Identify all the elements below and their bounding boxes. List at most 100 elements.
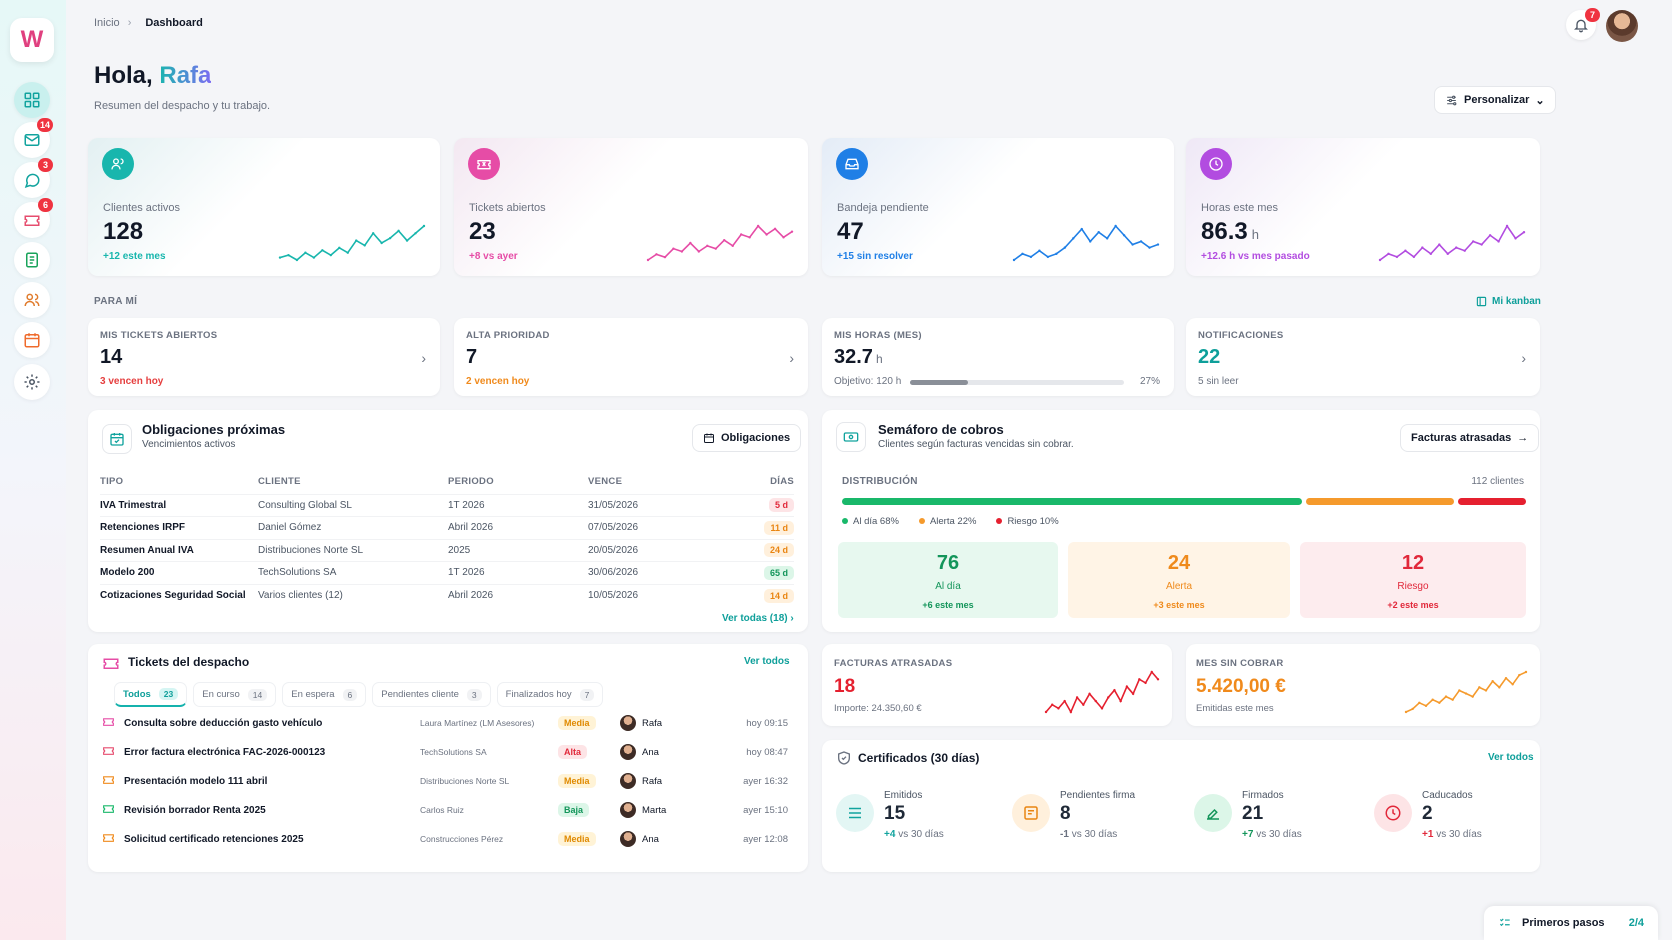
sparkline-point bbox=[697, 250, 701, 253]
ticket-row[interactable]: Revisión borrador Renta 2025 Carlos Ruiz… bbox=[102, 795, 792, 825]
tickets-see-all-link[interactable]: Ver todos bbox=[744, 656, 790, 667]
kpi-card-1[interactable]: Tickets abiertos 23 +8 vs ayer bbox=[454, 138, 808, 276]
sparkline-point bbox=[1119, 699, 1122, 703]
sparkline-point bbox=[1131, 243, 1134, 246]
chevron-right-icon[interactable]: › bbox=[789, 350, 794, 366]
status-box-risk[interactable]: 12 Riesgo +2 este mes bbox=[1300, 542, 1526, 618]
tab-1[interactable]: En curso 14 bbox=[193, 682, 277, 707]
ticket-row[interactable]: Solicitud certificado retenciones 2025 C… bbox=[102, 824, 792, 854]
sparkline-point bbox=[1429, 252, 1433, 256]
notifications-card[interactable]: NOTIFICACIONES 22 5 sin leer › bbox=[1186, 318, 1540, 396]
tab-0[interactable]: Todos 23 bbox=[114, 682, 188, 707]
tickets-badge: 6 bbox=[38, 198, 53, 212]
sparkline-point bbox=[1156, 678, 1160, 681]
nav-calendar-icon[interactable] bbox=[14, 322, 50, 358]
sparkline-point bbox=[1012, 258, 1016, 262]
sparkline-point bbox=[304, 251, 307, 254]
priority-pill: Media bbox=[558, 832, 596, 846]
sparkline-point bbox=[1411, 707, 1414, 711]
sparkline-point bbox=[1113, 688, 1116, 692]
certificates-see-all-link[interactable]: Ver todos bbox=[1488, 752, 1534, 763]
breadcrumb-home[interactable]: Inicio bbox=[94, 17, 120, 29]
table-row[interactable]: Modelo 200 TechSolutions SA 1T 2026 30/0… bbox=[100, 561, 794, 584]
sparkline-point bbox=[1139, 240, 1143, 243]
uncollected-sparkline bbox=[1404, 670, 1528, 714]
tickets-tabs: Todos 23 En curso 14 En espera 6 Pendientes cl… bbox=[114, 682, 604, 707]
first-steps-widget[interactable]: Primeros pasos 2/4 bbox=[1484, 906, 1658, 940]
ticket-icon bbox=[102, 802, 124, 818]
my-open-tickets-card[interactable]: MIS TICKETS ABIERTOS 14 3 vencen hoy › bbox=[88, 318, 440, 396]
overdue-invoices-button[interactable]: Facturas atrasadas → bbox=[1400, 424, 1540, 452]
app-logo[interactable]: W bbox=[10, 18, 54, 62]
sparkline-point bbox=[1144, 681, 1147, 685]
sparkline-point bbox=[1424, 704, 1428, 708]
notifications-bell-icon[interactable]: 7 bbox=[1566, 8, 1600, 40]
uncollected-month-card[interactable]: MES SIN COBRAR 5.420,00 € Emitidas este … bbox=[1186, 644, 1540, 726]
ticket-row[interactable]: Presentación modelo 111 abril Distribuci… bbox=[102, 766, 792, 796]
obligations-button[interactable]: Obligaciones bbox=[692, 424, 802, 452]
ticket-row[interactable]: Consulta sobre deducción gasto vehículo … bbox=[102, 708, 792, 738]
chevron-right-icon[interactable]: › bbox=[1521, 350, 1526, 366]
sparkline-point bbox=[1484, 689, 1488, 692]
sparkline-point bbox=[355, 239, 358, 242]
sliders-icon bbox=[1447, 95, 1457, 105]
page-title: Hola, Rafa bbox=[94, 62, 212, 89]
sparkline-point bbox=[422, 224, 426, 228]
sparkline-path bbox=[1013, 224, 1159, 261]
ticket-icon bbox=[102, 773, 124, 789]
main-content: Inicio › Dashboard 7 Hola, Rafa Resumen de… bbox=[66, 0, 1672, 940]
sparkline-point bbox=[1072, 237, 1075, 240]
assignee: Ana bbox=[620, 744, 720, 760]
assignee: Marta bbox=[620, 802, 720, 818]
certificate-stat-2[interactable]: Firmados 21 +7 vs 30 días bbox=[1194, 790, 1374, 846]
certificate-icon bbox=[1012, 794, 1050, 832]
sparkline-point bbox=[706, 244, 709, 248]
table-row[interactable]: Retenciones IRPF Daniel Gómez Abril 2026… bbox=[100, 516, 794, 539]
nav-mail-icon[interactable]: 14 bbox=[14, 118, 53, 158]
ticket-row[interactable]: Error factura electrónica FAC-2026-00012… bbox=[102, 737, 792, 767]
tab-2[interactable]: En espera 6 bbox=[282, 682, 367, 707]
status-box-alert[interactable]: 24 Alerta +3 este mes bbox=[1068, 542, 1290, 618]
nav-chat-icon[interactable]: 3 bbox=[14, 158, 53, 198]
kpi-icon bbox=[836, 148, 868, 180]
certificate-stat-0[interactable]: Emitidos 15 +4 vs 30 días bbox=[836, 790, 1016, 846]
collections-title: Semáforo de cobros bbox=[878, 422, 1004, 437]
sparkline-point bbox=[1511, 683, 1514, 686]
high-priority-card[interactable]: ALTA PRIORIDAD 7 2 vencen hoy › bbox=[454, 318, 808, 396]
customize-button[interactable]: Personalizar ⌄ bbox=[1434, 86, 1556, 114]
status-box-ok[interactable]: 76 Al día +6 este mes bbox=[838, 542, 1058, 618]
tab-4[interactable]: Finalizados hoy 7 bbox=[496, 682, 604, 707]
tab-3[interactable]: Pendientes cliente 3 bbox=[372, 682, 491, 707]
table-row[interactable]: Resumen Anual IVA Distribuciones Norte S… bbox=[100, 538, 794, 562]
sparkline-point bbox=[1488, 234, 1492, 237]
sparkline-point bbox=[782, 236, 785, 239]
table-row[interactable]: IVA Trimestral Consulting Global SL 1T 2… bbox=[100, 493, 794, 517]
user-avatar[interactable] bbox=[1606, 10, 1638, 42]
table-row[interactable]: Cotizaciones Seguridad Social Varios cli… bbox=[100, 583, 794, 607]
calendar-icon bbox=[704, 433, 714, 443]
sparkline-point bbox=[1463, 249, 1466, 252]
nav-tickets-icon[interactable]: 6 bbox=[14, 198, 53, 238]
kpi-card-2[interactable]: Bandeja pendiente 47 +15 sin resolver bbox=[822, 138, 1174, 276]
assignee-avatar bbox=[620, 773, 636, 789]
nav-dashboard-icon[interactable] bbox=[14, 82, 50, 118]
kpi-card-0[interactable]: Clientes activos 128 +12 este mes bbox=[88, 138, 440, 276]
page-subtitle: Resumen del despacho y tu trabajo. bbox=[94, 100, 271, 112]
nav-clients-icon[interactable] bbox=[14, 282, 50, 318]
chevron-right-icon[interactable]: › bbox=[421, 350, 426, 366]
kpi-sparkline bbox=[646, 224, 794, 262]
obligations-see-all-link[interactable]: Ver todas (18) › bbox=[722, 613, 794, 624]
nav-documents-icon[interactable] bbox=[14, 242, 50, 278]
assignee: Rafa bbox=[620, 773, 720, 789]
sparkline-point bbox=[1491, 680, 1494, 683]
overdue-invoices-card[interactable]: FACTURAS ATRASADAS 18 Importe: 24.350,60… bbox=[822, 644, 1172, 726]
kanban-link[interactable]: Mi kanban bbox=[1476, 296, 1541, 307]
certificate-icon bbox=[1374, 794, 1412, 832]
kpi-card-3[interactable]: Horas este mes 86.3 h +12.6 h vs mes pasa… bbox=[1186, 138, 1540, 276]
certificate-stat-1[interactable]: Pendientes firma 8 -1 vs 30 días bbox=[1012, 790, 1192, 846]
sparkline-point bbox=[672, 247, 675, 250]
sparkline-path bbox=[1379, 224, 1525, 261]
certificate-stat-3[interactable]: Caducados 2 +1 vs 30 días bbox=[1374, 790, 1554, 846]
distribution-label: DISTRIBUCIÓN bbox=[842, 476, 918, 487]
nav-settings-icon[interactable] bbox=[14, 364, 50, 400]
